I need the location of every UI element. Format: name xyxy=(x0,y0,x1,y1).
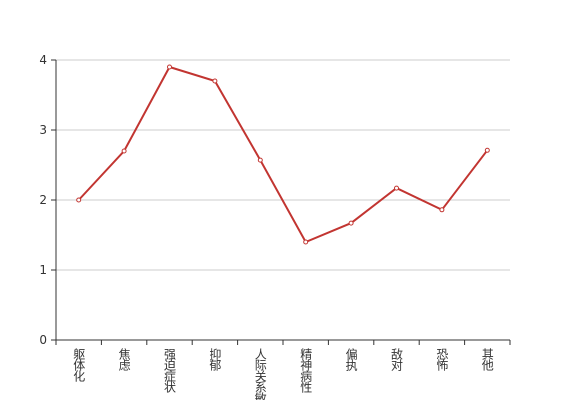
x-tick-label: 焦虑 xyxy=(117,348,131,371)
x-tick-label: 恐怖 xyxy=(435,348,449,371)
point xyxy=(484,147,490,153)
x-tick-label: 人际关系敏感 xyxy=(253,348,267,400)
x-tick-label: 躯体化 xyxy=(72,347,86,383)
point xyxy=(348,220,354,226)
point xyxy=(303,239,309,245)
point xyxy=(76,197,82,203)
x-tick-label: 敌对 xyxy=(390,347,404,371)
point xyxy=(167,64,172,70)
x-tick-label: 偏执 xyxy=(344,347,358,372)
point xyxy=(394,185,399,191)
y-tick-label: 4 xyxy=(39,53,47,67)
y-tick-label: 2 xyxy=(39,193,47,207)
y-tick-label: 3 xyxy=(39,123,47,137)
x-tick-label: 其他 xyxy=(480,348,494,371)
point xyxy=(121,148,127,154)
point xyxy=(212,78,218,84)
point xyxy=(439,207,445,213)
x-tick-label: 强迫症状 xyxy=(163,348,177,393)
x-tick-label: 精神病性 xyxy=(299,348,313,394)
y-tick-label: 1 xyxy=(39,263,47,277)
line xyxy=(77,65,489,244)
x-tick-label: 抑郁 xyxy=(208,347,222,372)
y-tick-label: 0 xyxy=(39,333,47,347)
point xyxy=(257,157,263,163)
